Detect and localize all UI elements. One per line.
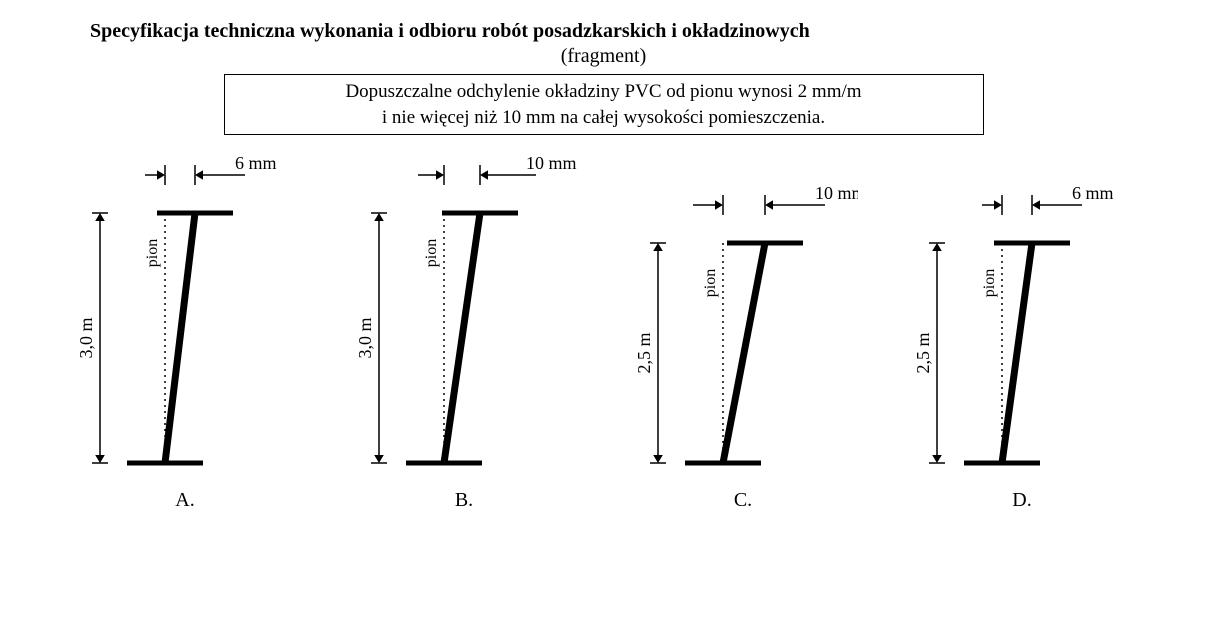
deviation-label: 6 mm <box>1072 183 1114 203</box>
figure-3: 6 mm 2,5 m pion D. <box>897 183 1147 512</box>
figure-label: D. <box>1012 489 1031 512</box>
figure-0: 6 mm 3,0 m pion A. <box>60 153 310 512</box>
pion-label: pion <box>702 269 719 297</box>
pion-label: pion <box>423 239 440 267</box>
figure-1: 10 mm 3,0 m pion B. <box>339 153 589 512</box>
spec-box-line1: Dopuszczalne odchylenie okładziny PVC od… <box>235 79 973 105</box>
figure-label: B. <box>455 489 473 512</box>
figure-label: A. <box>175 489 194 512</box>
pion-label: pion <box>981 269 998 297</box>
figure-svg: 10 mm 3,0 m pion <box>349 153 579 483</box>
height-label: 2,5 m <box>634 333 654 374</box>
figure-svg: 6 mm 2,5 m pion <box>907 183 1137 483</box>
column-line <box>444 213 480 463</box>
column-line <box>723 243 765 463</box>
deviation-label: 10 mm <box>815 183 858 203</box>
deviation-label: 6 mm <box>235 153 277 173</box>
pion-label: pion <box>144 239 161 267</box>
spec-box-line2: i nie więcej niż 10 mm na całej wysokośc… <box>235 105 973 131</box>
page-title: Specyfikacja techniczna wykonania i odbi… <box>30 20 1177 43</box>
height-label: 3,0 m <box>355 318 375 359</box>
spec-box: Dopuszczalne odchylenie okładziny PVC od… <box>224 74 984 135</box>
height-label: 3,0 m <box>76 318 96 359</box>
figure-label: C. <box>734 489 752 512</box>
figure-2: 10 mm 2,5 m pion C. <box>618 183 868 512</box>
figure-svg: 10 mm 2,5 m pion <box>628 183 858 483</box>
column-line <box>1002 243 1032 463</box>
figure-svg: 6 mm 3,0 m pion <box>70 153 300 483</box>
page-subtitle: (fragment) <box>30 45 1177 68</box>
column-line <box>165 213 195 463</box>
figures-row: 6 mm 3,0 m pion A. 10 mm 3,0 m pion B. 10 mm… <box>30 153 1177 512</box>
height-label: 2,5 m <box>913 333 933 374</box>
deviation-label: 10 mm <box>526 153 577 173</box>
